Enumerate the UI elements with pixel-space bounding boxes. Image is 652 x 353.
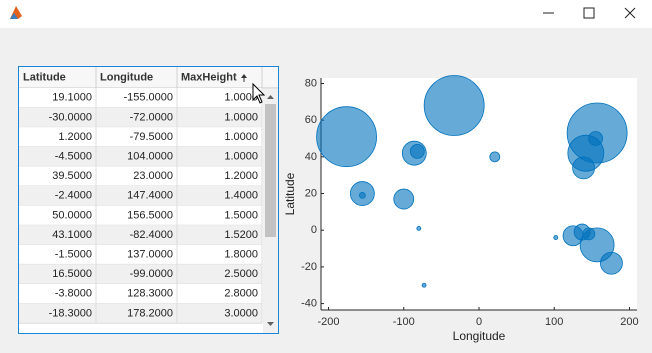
table-cell: 23.0000 xyxy=(133,170,173,182)
table-row xyxy=(19,146,262,167)
table-cell: -72.0000 xyxy=(130,111,173,123)
y-tick-label: 0 xyxy=(311,224,317,236)
y-tick-label: 40 xyxy=(305,151,317,163)
y-tick-label: 80 xyxy=(305,77,317,89)
bubble xyxy=(600,251,623,275)
table-cell: 50.0000 xyxy=(52,209,92,221)
table-cell: 156.5000 xyxy=(127,209,173,221)
table-row xyxy=(19,127,262,147)
bubble xyxy=(553,235,559,240)
table-row xyxy=(19,166,262,186)
table-row xyxy=(19,88,262,108)
bubble xyxy=(358,191,366,199)
table-cell: -1.5000 xyxy=(55,249,92,261)
table-cell: 137.0000 xyxy=(127,249,173,261)
table: Latitude Longitude MaxHeight 19.1000 -155.00… xyxy=(19,67,278,333)
x-tick-label: 100 xyxy=(545,316,563,328)
table-cell: 1.5200 xyxy=(224,229,258,241)
table-cell: -2.4000 xyxy=(55,190,92,202)
table-row xyxy=(19,264,262,284)
column-header: MaxHeight xyxy=(181,71,237,83)
table-cell: 2.8000 xyxy=(224,288,258,300)
table-cell: 1.0000 xyxy=(224,111,258,123)
table-cell: 1.4000 xyxy=(224,190,258,202)
table-row xyxy=(19,186,262,206)
table-cell: 3.0000 xyxy=(224,307,258,319)
table-cell: 1.5000 xyxy=(224,209,258,221)
table-cell: 1.2000 xyxy=(224,170,258,182)
table-row xyxy=(19,244,262,265)
table-cell: -82.4000 xyxy=(130,229,173,241)
sort-icon[interactable] xyxy=(241,74,247,82)
column-header: Latitude xyxy=(23,71,66,83)
bubble xyxy=(489,151,501,163)
close-button[interactable] xyxy=(624,7,636,19)
table-cell: 147.4000 xyxy=(127,190,173,202)
table-header xyxy=(19,67,278,88)
app-icon-part xyxy=(10,13,18,19)
y-tick-label: -20 xyxy=(301,261,317,273)
bubble xyxy=(579,227,615,263)
table-cell: 16.5000 xyxy=(52,268,92,280)
table-cell: 1.0000 xyxy=(224,131,258,143)
bubble xyxy=(416,225,422,231)
x-tick-label: 200 xyxy=(620,316,638,328)
table-row xyxy=(19,107,262,128)
y-axis-label: Latitude xyxy=(283,172,297,215)
table-row xyxy=(19,225,262,245)
table-cell: 128.3000 xyxy=(127,288,173,300)
title-bar xyxy=(0,0,652,28)
y-tick-label: 60 xyxy=(305,114,317,126)
table-cell: -155.0000 xyxy=(123,92,173,104)
x-axis-label: Longitude xyxy=(453,329,506,343)
y-tick-label: -40 xyxy=(301,297,317,309)
table-cell: 19.1000 xyxy=(52,92,92,104)
y-tick-label: 20 xyxy=(305,187,317,199)
table-cell: -79.5000 xyxy=(130,131,173,143)
scroll-up[interactable] xyxy=(267,95,274,99)
column-header: Longitude xyxy=(100,71,153,83)
table-cell: 39.5000 xyxy=(52,170,92,182)
x-tick-label: -100 xyxy=(393,316,415,328)
table-cell: 1.0000 xyxy=(224,151,258,163)
table-cell: 1.2000 xyxy=(58,131,92,143)
bubble xyxy=(393,188,415,210)
mouse-cursor xyxy=(252,82,266,104)
table-cell: 43.1000 xyxy=(52,229,92,241)
table-cell: -99.0000 xyxy=(130,268,173,280)
scroll-down[interactable] xyxy=(267,322,274,326)
table-cell: -18.3000 xyxy=(49,307,92,319)
bubble xyxy=(409,143,425,159)
bubble xyxy=(423,75,485,136)
bubble xyxy=(316,106,377,168)
table-cell: -30.0000 xyxy=(49,111,92,123)
table-cell: -4.5000 xyxy=(55,151,92,163)
table-row xyxy=(19,303,262,324)
table-cell: 1.8000 xyxy=(224,249,258,261)
maximize-button[interactable] xyxy=(583,7,595,19)
x-tick-label: 0 xyxy=(476,316,482,328)
table-cell: -3.8000 xyxy=(55,288,92,300)
x-tick-label: -200 xyxy=(318,316,340,328)
table-cell: 1.0000 xyxy=(224,92,258,104)
table-cell: 2.5000 xyxy=(224,268,258,280)
table-cell: 104.0000 xyxy=(127,151,173,163)
table-row xyxy=(19,284,262,304)
bubble xyxy=(588,131,604,146)
bubble xyxy=(421,282,427,288)
table-cell: 178.2000 xyxy=(127,307,173,319)
bubble xyxy=(572,156,595,180)
table-row xyxy=(19,205,262,226)
scrollbar-thumb[interactable] xyxy=(265,104,276,237)
